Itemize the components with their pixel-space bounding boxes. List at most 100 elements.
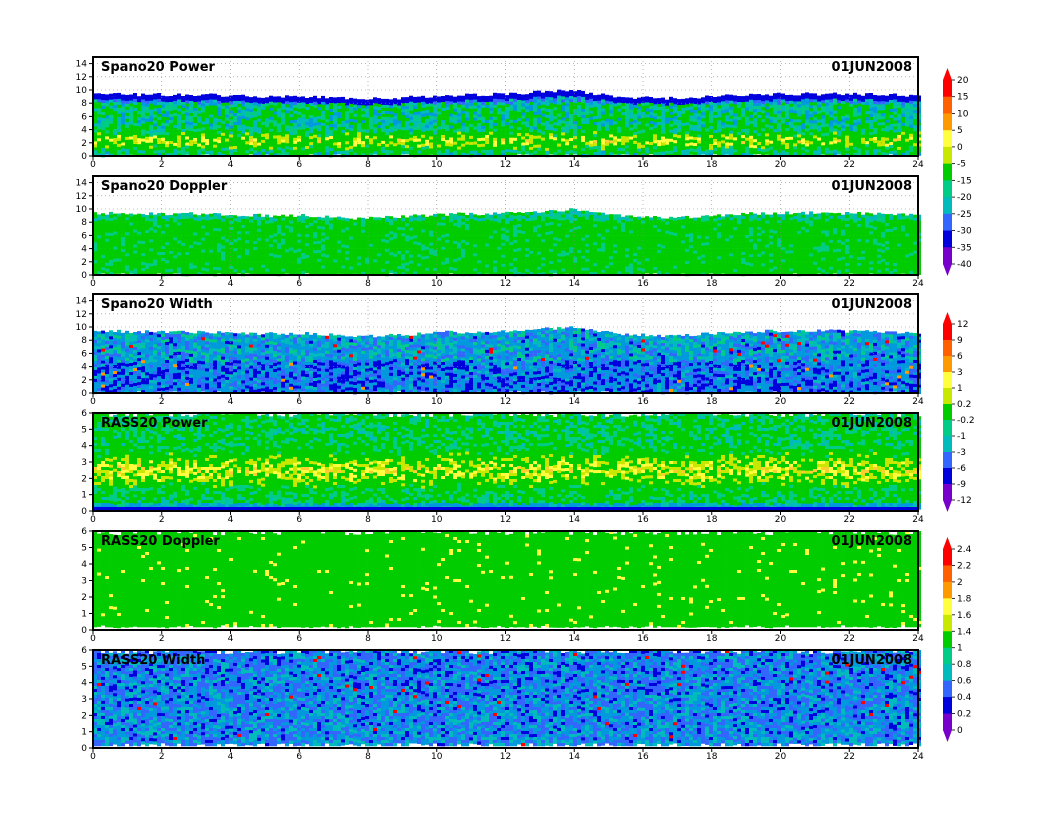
heatmap-cell <box>677 147 681 151</box>
heatmap-cell <box>305 110 309 114</box>
heatmap-cell <box>781 120 785 124</box>
heatmap-cell <box>761 110 765 114</box>
heatmap-cell <box>177 258 181 262</box>
heatmap-cell <box>481 119 485 124</box>
heatmap-cell <box>653 119 657 123</box>
heatmap-cell <box>329 121 333 125</box>
heatmap-cell <box>837 127 841 131</box>
heatmap-cell <box>369 114 373 118</box>
heatmap-cell <box>405 121 409 125</box>
heatmap-cell <box>461 119 465 123</box>
heatmap-cell <box>161 225 165 229</box>
heatmap-cell <box>905 138 909 142</box>
heatmap-cell <box>773 138 777 142</box>
heatmap-cell <box>533 90 537 95</box>
heatmap-cell <box>197 134 201 138</box>
heatmap-cell <box>881 122 885 126</box>
heatmap-cell <box>409 119 413 123</box>
heatmap-cell <box>237 131 241 135</box>
heatmap-cell <box>437 102 441 106</box>
heatmap-cell <box>225 102 229 106</box>
heatmap-cell <box>353 152 357 156</box>
heatmap-cell <box>453 108 457 112</box>
heatmap-cell <box>109 114 113 118</box>
heatmap-cell <box>209 270 213 274</box>
heatmap-cell <box>877 104 881 108</box>
heatmap-cell <box>441 102 445 106</box>
heatmap-cell <box>149 239 153 243</box>
heatmap-cell <box>649 136 653 140</box>
heatmap-cell <box>413 108 417 113</box>
heatmap-cell <box>673 107 677 111</box>
heatmap-cell <box>713 139 717 143</box>
heatmap-cell <box>897 140 901 145</box>
heatmap-cell <box>185 219 189 223</box>
heatmap-cell <box>341 111 345 116</box>
heatmap-cell <box>189 116 193 120</box>
heatmap-cell <box>685 119 689 123</box>
heatmap-cell <box>745 110 749 114</box>
heatmap-cell <box>261 127 265 132</box>
heatmap-cell <box>133 238 137 242</box>
heatmap-cell <box>125 103 129 108</box>
heatmap-cell <box>833 122 837 126</box>
heatmap-cell <box>397 102 401 106</box>
heatmap-cell <box>617 141 621 145</box>
heatmap-cell <box>197 263 201 267</box>
heatmap-cell <box>865 114 869 118</box>
heatmap-cell <box>133 226 137 230</box>
heatmap-cell <box>669 126 673 131</box>
heatmap-cell <box>457 113 461 117</box>
heatmap-cell <box>137 114 141 118</box>
heatmap-cell <box>97 259 101 263</box>
heatmap-cell <box>441 99 445 103</box>
heatmap-cell <box>201 103 205 107</box>
heatmap-cell <box>109 217 113 222</box>
heatmap-cell <box>325 113 329 117</box>
heatmap-cell <box>909 121 913 126</box>
heatmap-cell <box>97 247 101 251</box>
heatmap-cell <box>769 149 773 153</box>
heatmap-cell <box>461 137 465 141</box>
heatmap-cell <box>609 140 613 144</box>
heatmap-cell <box>241 142 245 146</box>
heatmap-cell <box>729 115 733 119</box>
heatmap-cell <box>209 252 213 256</box>
heatmap-cell <box>381 152 385 157</box>
heatmap-cell <box>665 141 669 145</box>
heatmap-cell <box>309 136 313 140</box>
heatmap-cell <box>165 111 169 115</box>
heatmap-cell <box>913 152 917 156</box>
heatmap-cell <box>465 96 469 100</box>
heatmap-cell <box>709 105 713 109</box>
heatmap-cell <box>249 115 253 119</box>
heatmap-cell <box>317 128 321 132</box>
heatmap-cell <box>453 114 457 118</box>
heatmap-cell <box>557 110 561 114</box>
heatmap-cell <box>557 113 561 117</box>
heatmap-cell <box>497 132 501 136</box>
heatmap-cell <box>417 114 421 118</box>
heatmap-cell <box>757 97 761 101</box>
heatmap-cell <box>109 123 113 127</box>
heatmap-cell <box>241 221 245 226</box>
heatmap-cell <box>125 229 129 233</box>
heatmap-cell <box>277 132 281 136</box>
heatmap-cell <box>277 120 281 124</box>
heatmap-cell <box>357 141 361 145</box>
heatmap-cell <box>169 223 173 228</box>
heatmap-cell <box>153 232 157 236</box>
heatmap-cell <box>753 94 757 98</box>
heatmap-cell <box>489 137 493 141</box>
heatmap-cell <box>709 147 713 151</box>
heatmap-cell <box>445 116 449 120</box>
heatmap-cell <box>341 105 345 110</box>
heatmap-cell <box>601 144 605 148</box>
heatmap-cell <box>345 111 349 115</box>
heatmap-cell <box>137 237 141 241</box>
heatmap-cell <box>245 135 249 139</box>
heatmap-cell <box>121 97 125 101</box>
heatmap-cell <box>729 133 733 137</box>
heatmap-cell <box>229 110 233 114</box>
heatmap-cell <box>677 108 681 112</box>
